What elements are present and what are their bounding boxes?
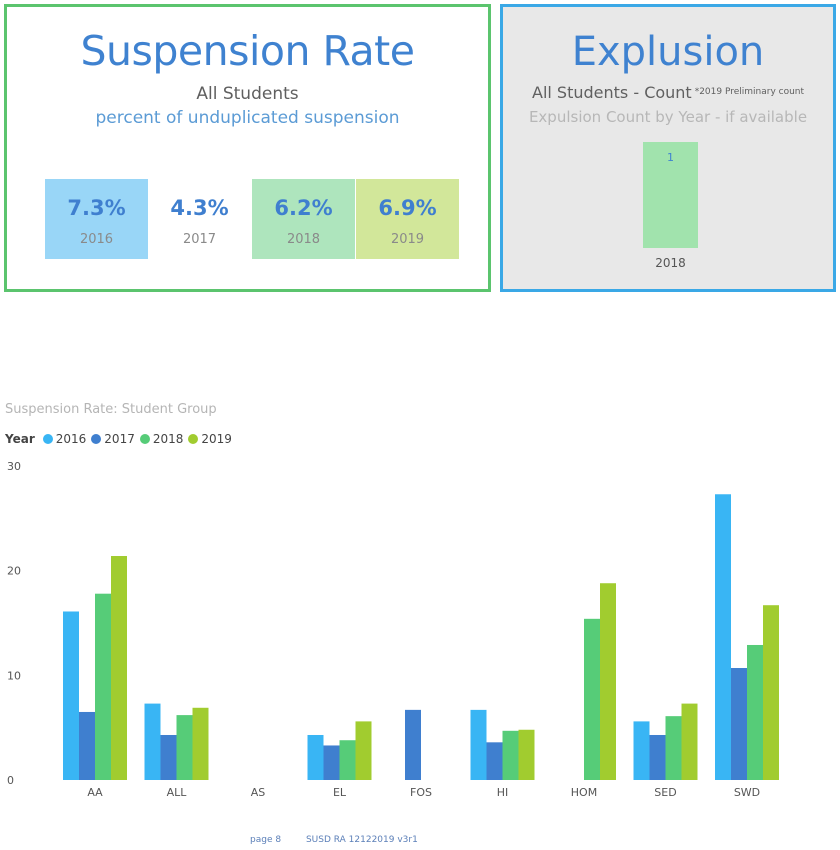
x-tick-label: AA — [87, 786, 103, 799]
bar-aa-2016[interactable] — [63, 611, 79, 780]
bar-swd-2017[interactable] — [731, 668, 747, 780]
suspension-title: Suspension Rate — [80, 27, 415, 75]
bar-el-2017[interactable] — [323, 745, 340, 780]
x-tick-label: HOM — [571, 786, 597, 799]
student-group-bar-chart: 0 10 20 30 AA ALL AS EL FOS HI HOM SED SWD — [7, 460, 779, 799]
legend-item-2016[interactable]: 2016 — [42, 432, 87, 446]
x-tick-label: SWD — [734, 786, 760, 799]
legend-label: 2017 — [104, 432, 135, 446]
expulsion-subtitle: All Students - Count *2019 Preliminary co… — [532, 83, 804, 102]
rate-value: 4.3% — [170, 196, 229, 220]
legend-item-2017[interactable]: 2017 — [91, 432, 135, 446]
expulsion-bar-2018[interactable] — [643, 142, 698, 248]
expulsion-subtitle-text: All Students - Count — [532, 83, 692, 102]
bar-fos-2017[interactable] — [405, 709, 421, 780]
legend-label: 2018 — [152, 432, 184, 446]
bar-el-2019[interactable] — [355, 721, 372, 780]
rate-year: 2018 — [286, 232, 321, 247]
legend-dot — [139, 434, 150, 444]
rate-value: 6.2% — [274, 196, 333, 220]
legend-label: 2016 — [55, 432, 87, 446]
rate-value: 6.9% — [378, 196, 437, 220]
x-tick-label: SED — [654, 786, 676, 799]
rate-tile-2016[interactable]: 7.3% 2016 — [45, 179, 148, 259]
rate-year: 2016 — [79, 232, 114, 247]
bar-all-2019[interactable] — [192, 707, 209, 780]
legend-dot — [42, 434, 53, 444]
x-tick-label: FOS — [410, 786, 432, 799]
rate-tile-2018[interactable]: 6.2% 2018 — [252, 179, 355, 259]
chart-legend: Year 2016 2017 2018 2019 — [5, 432, 237, 446]
suspension-description: percent of unduplicated suspension — [95, 108, 400, 128]
expulsion-card: Explusion All Students - Count *2019 Prel… — [500, 4, 836, 292]
legend-item-2018[interactable]: 2018 — [139, 432, 184, 446]
bar-hi-2016[interactable] — [470, 709, 487, 780]
bar-all-2018[interactable] — [176, 715, 193, 780]
bar-hom-2018[interactable] — [584, 618, 600, 780]
y-tick-label: 30 — [7, 460, 21, 473]
x-tick-label: ALL — [167, 786, 188, 799]
legend-dot — [91, 434, 102, 444]
bar-el-2016[interactable] — [307, 734, 324, 780]
expulsion-bar-year: 2018 — [655, 256, 686, 270]
bar-sed-2016[interactable] — [633, 721, 650, 780]
rate-value: 7.3% — [67, 196, 126, 220]
rate-year: 2019 — [390, 232, 425, 247]
bar-hom-2019[interactable] — [600, 583, 616, 780]
bar-aa-2018[interactable] — [95, 593, 111, 780]
bar-sed-2017[interactable] — [649, 734, 666, 780]
bar-sed-2018[interactable] — [665, 716, 682, 780]
x-tick-label: HI — [497, 786, 509, 799]
legend-dot — [188, 434, 199, 444]
legend-label: 2019 — [201, 432, 232, 446]
bar-hi-2018[interactable] — [502, 730, 519, 780]
bar-aa-2019[interactable] — [111, 556, 127, 780]
bar-all-2017[interactable] — [160, 734, 177, 780]
y-tick-label: 0 — [7, 774, 14, 787]
rate-year: 2017 — [182, 232, 217, 247]
rate-tile-2019[interactable]: 6.9% 2019 — [356, 179, 459, 259]
x-tick-label: AS — [251, 786, 266, 799]
expulsion-bar-value: 1 — [667, 151, 674, 164]
page-number: page 8 — [250, 835, 282, 845]
bar-hi-2019[interactable] — [518, 729, 535, 780]
bar-sed-2019[interactable] — [681, 703, 698, 780]
document-id: SUSD RA 12122019 v3r1 — [305, 835, 418, 845]
bar-swd-2016[interactable] — [715, 494, 731, 780]
expulsion-chart-title: Expulsion Count by Year - if available — [528, 108, 808, 126]
expulsion-title: Explusion — [571, 29, 765, 75]
bar-all-2016[interactable] — [144, 703, 161, 780]
suspension-rate-card: Suspension Rate All Students percent of … — [4, 4, 491, 292]
rate-tile-2017[interactable]: 4.3% 2017 — [148, 179, 251, 259]
legend-item-2019[interactable]: 2019 — [188, 432, 232, 446]
chart-title: Suspension Rate: Student Group — [5, 402, 217, 417]
legend-title: Year — [5, 432, 35, 446]
bar-el-2018[interactable] — [339, 740, 356, 780]
y-tick-label: 10 — [7, 669, 21, 682]
bar-swd-2018[interactable] — [747, 644, 763, 780]
suspension-subtitle: All Students — [196, 84, 299, 104]
bar-swd-2019[interactable] — [763, 605, 779, 780]
expulsion-note: *2019 Preliminary count — [694, 87, 805, 97]
bar-hi-2017[interactable] — [486, 742, 503, 780]
x-tick-label: EL — [333, 786, 347, 799]
page-footer: page 8 SUSD RA 12122019 v3r1 — [250, 835, 440, 845]
y-tick-label: 20 — [7, 565, 21, 578]
bar-aa-2017[interactable] — [79, 711, 95, 780]
